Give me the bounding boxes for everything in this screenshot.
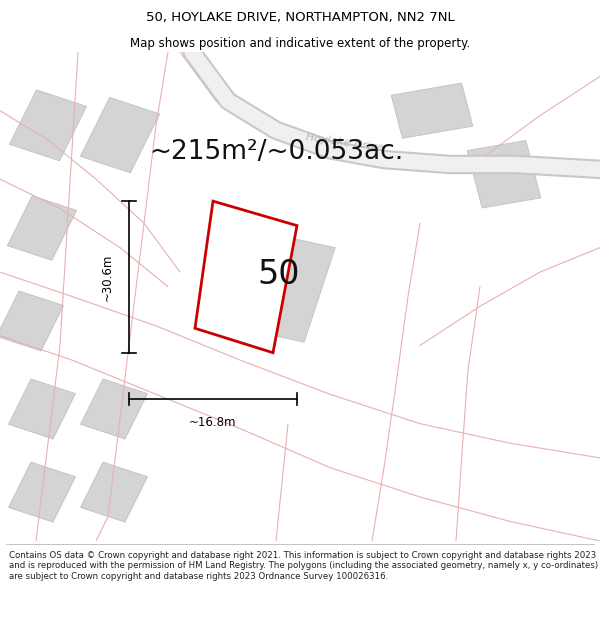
Bar <box>8 462 76 522</box>
Bar <box>0 291 64 351</box>
Text: 50: 50 <box>258 258 300 291</box>
Text: ~30.6m: ~30.6m <box>101 253 114 301</box>
Bar <box>80 379 148 439</box>
Text: ~215m²/~0.053ac.: ~215m²/~0.053ac. <box>149 139 403 165</box>
Text: Contains OS data © Crown copyright and database right 2021. This information is : Contains OS data © Crown copyright and d… <box>9 551 598 581</box>
Text: Map shows position and indicative extent of the property.: Map shows position and indicative extent… <box>130 38 470 51</box>
Polygon shape <box>195 201 297 352</box>
Bar <box>10 90 86 161</box>
Bar <box>80 462 148 522</box>
Bar <box>7 196 77 260</box>
Bar <box>467 141 541 208</box>
Bar <box>229 231 335 342</box>
Bar <box>80 98 160 173</box>
Text: 50, HOYLAKE DRIVE, NORTHAMPTON, NN2 7NL: 50, HOYLAKE DRIVE, NORTHAMPTON, NN2 7NL <box>146 11 454 24</box>
Text: Hoylake Drive: Hoylake Drive <box>305 132 385 153</box>
Bar <box>391 83 473 138</box>
Text: ~16.8m: ~16.8m <box>189 416 237 429</box>
Bar <box>8 379 76 439</box>
